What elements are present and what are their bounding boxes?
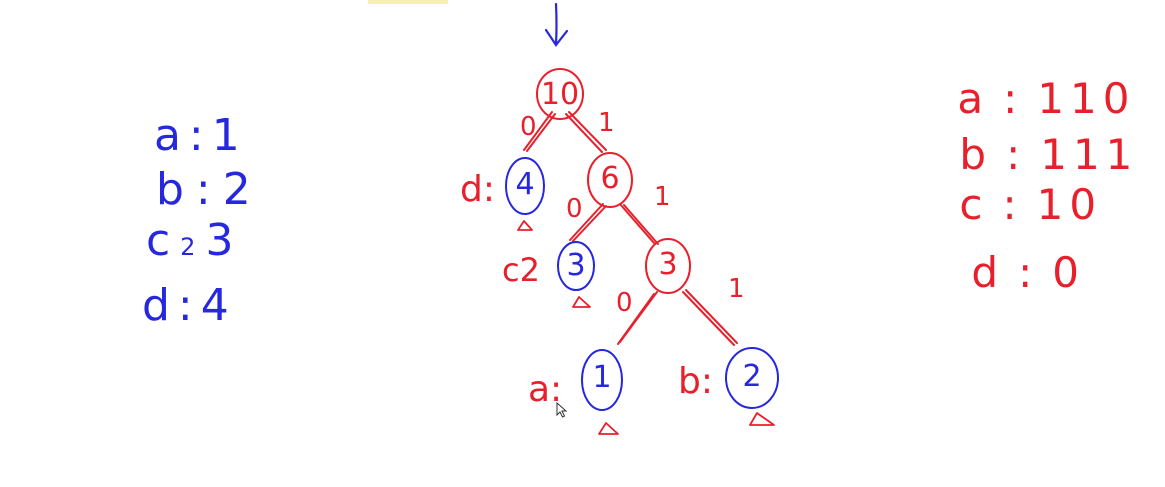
code-sep: : (1003, 74, 1024, 123)
leaf-b-weight: 2 (742, 359, 762, 394)
leaf-a-circle (581, 349, 623, 411)
leaf-marker-b (749, 412, 775, 426)
frequency-sep: 2 (180, 233, 196, 261)
frequency-value: 1 (211, 110, 240, 161)
leaf-a-label: a: (528, 369, 563, 410)
edge-label-6-left: 0 (566, 194, 583, 224)
frequency-row-a: a:1 (98, 70, 240, 202)
leaf-d-label: d: (460, 169, 495, 210)
leaf-b-circle (725, 347, 779, 409)
leaf-b-label: b: (678, 361, 713, 402)
leaf-c-circle (557, 241, 595, 291)
node-3-circle (645, 238, 691, 294)
edge-label-3-left: 0 (616, 288, 633, 318)
node-3-weight: 3 (658, 247, 678, 282)
edge-label-root-right: 1 (598, 108, 615, 138)
edge-root-left (523, 111, 553, 151)
edge-label-3-right: 1 (728, 274, 745, 304)
frequency-sep: : (195, 164, 211, 215)
code-value: 10 (1036, 180, 1103, 229)
leaf-a-weight: 1 (592, 360, 612, 395)
root-node-circle (536, 68, 584, 120)
leaf-c-weight: 3 (566, 248, 586, 283)
code-char: c (959, 180, 989, 229)
frequency-char: c (145, 215, 171, 266)
root-node-weight: 10 (540, 77, 580, 112)
tree-edges (523, 111, 738, 346)
edge-label-6-right: 1 (654, 182, 671, 212)
frequency-value: 2 (222, 164, 251, 215)
entry-arrow (544, 2, 569, 47)
code-row-c: c:10 (882, 142, 1102, 268)
leaf-node-circles (505, 157, 779, 411)
code-char: d (971, 248, 1005, 297)
node-6-weight: 6 (600, 161, 620, 196)
leaf-markers (517, 220, 775, 435)
leaf-c-label: c2 (502, 251, 540, 289)
edge-6-right (619, 203, 655, 244)
leaf-marker-d (517, 220, 533, 231)
frequency-char: b (155, 164, 184, 215)
code-value: 0 (1052, 248, 1085, 297)
mouse-pointer-icon (556, 402, 568, 418)
edge-root-right (565, 113, 603, 153)
code-value: 110 (1037, 74, 1136, 123)
code-value: 111 (1040, 130, 1139, 179)
code-row-a: a:110 (880, 36, 1135, 162)
code-row-d: d:0 (894, 210, 1085, 336)
code-sep: : (1002, 180, 1023, 229)
frequency-sep: : (177, 280, 193, 331)
edge-3-right (682, 291, 735, 346)
frequency-char: a (153, 110, 181, 161)
code-char: a (957, 74, 990, 123)
frequency-value: 4 (200, 280, 229, 331)
code-char: b (959, 130, 993, 179)
node-6-circle (587, 152, 633, 208)
leaf-marker-c (572, 296, 591, 308)
code-sep: : (1006, 130, 1027, 179)
leaf-d-weight: 4 (515, 167, 535, 202)
frequency-sep: : (188, 110, 204, 161)
top-highlight-mark (368, 0, 448, 4)
frequency-char: d (141, 280, 170, 331)
frequency-row-d: d:4 (86, 240, 229, 372)
edge-label-root-left: 0 (520, 112, 537, 142)
edge-6-left (569, 203, 604, 241)
code-row-b: b:111 (882, 92, 1138, 218)
frequency-row-b: b:2 (100, 124, 251, 256)
leaf-d-circle (505, 157, 545, 215)
code-sep: : (1018, 248, 1039, 297)
frequency-value: 3 (205, 215, 234, 266)
leaf-marker-a (598, 422, 619, 435)
internal-node-circles (536, 68, 691, 294)
